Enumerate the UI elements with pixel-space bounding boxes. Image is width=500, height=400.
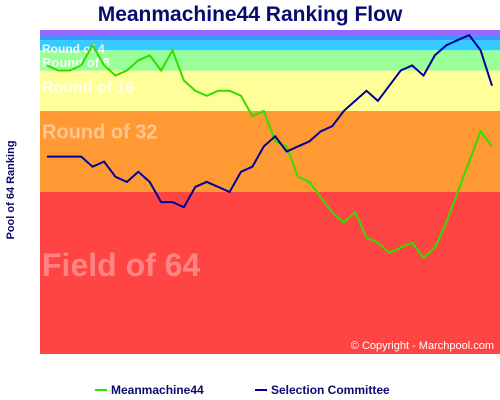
legend: Meanmachine44 Selection Committee <box>95 383 390 397</box>
zone-label-field-of-64: Field of 64 <box>42 247 200 283</box>
zone-band-round-of-8 <box>40 50 500 71</box>
zone-label-round-of-8: Round of 8 <box>42 55 110 70</box>
y-axis-label: Pool of 64 Ranking <box>5 140 17 239</box>
legend-label-meanmachine44: Meanmachine44 <box>111 383 204 397</box>
zone-band-field-of-64 <box>40 192 500 354</box>
chart-title: Meanmachine44 Ranking Flow <box>98 3 403 26</box>
series-line-meanmachine44 <box>46 43 493 260</box>
zone-band-round-of-32 <box>40 111 500 192</box>
zone-band-top-6 <box>40 30 500 36</box>
zone-band-round-of-4 <box>40 40 500 51</box>
copyright-text: © Copyright - Marchpool.com <box>351 340 494 352</box>
zone-labels: Field of 64 Round of 32 Round of 16 Round o… <box>42 42 200 283</box>
legend-label-selection-committee: Selection Committee <box>271 383 390 397</box>
ranking-zones <box>40 30 500 354</box>
zone-band-top-5 <box>40 35 500 41</box>
zone-label-round-of-16: Round of 16 <box>42 79 135 96</box>
series-lines <box>46 33 493 260</box>
zone-band-round-of-16 <box>40 70 500 111</box>
series-line-selection-committee <box>47 33 493 209</box>
zone-label-round-of-32: Round of 32 <box>42 121 158 143</box>
